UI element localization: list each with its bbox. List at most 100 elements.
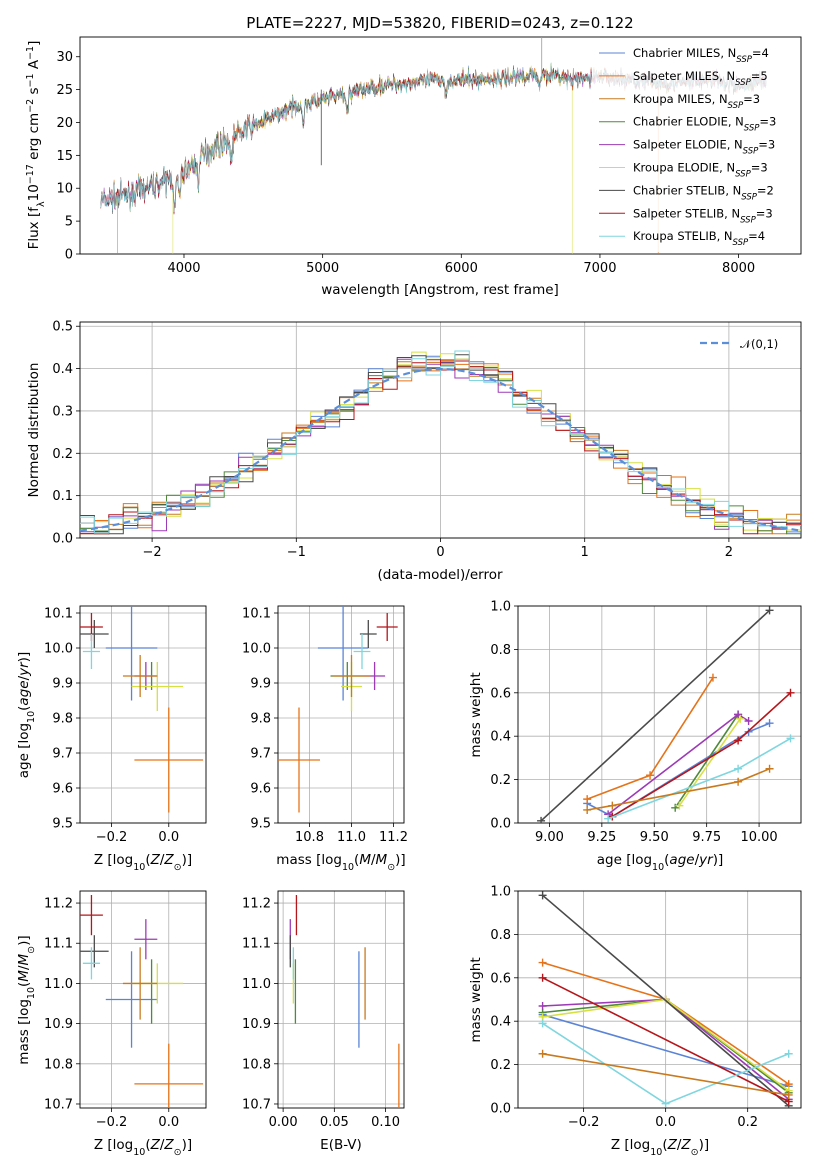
weight-vs-Z-axes: −0.2 0.0 0.2 0.0 0.2 0.4 0.6 0.8 1.0 Z [log10(Z/Z… [468, 885, 802, 1158]
mass-vs-Z-axes: −0.2 0.0 10.7 10.8 10.9 11.0 11.1 11.2 Z [log10(… [16, 890, 207, 1158]
y-tick-label: 11.0 [242, 977, 271, 992]
weight-marker [671, 803, 680, 812]
weight-marker [646, 771, 655, 780]
y-tick-label: 11.2 [44, 897, 73, 912]
age-vs-Z-axes: −0.2 0.0 9.5 9.6 9.7 9.8 9.9 10.0 10.1 Z [log10(Z… [16, 605, 207, 873]
normal-reference-curve [80, 367, 799, 532]
y-tick-label: 10.0 [242, 642, 271, 657]
legend-label: Chabrier STELIB, NSSP=2 [633, 183, 774, 202]
mass-vs-Z-plot [80, 895, 204, 1108]
x-tick-label: 8000 [722, 261, 755, 276]
weight-marker [765, 606, 774, 615]
weight-marker [538, 973, 547, 982]
y-tick-label: 0.2 [490, 773, 511, 788]
figure-title: PLATE=2227, MJD=53820, FIBERID=0243, z=0… [246, 14, 633, 32]
weight-marker [734, 710, 743, 719]
x-axis-label: Z [log10(Z/Z⊙)] [94, 852, 192, 873]
weight-marker [538, 1002, 547, 1011]
x-axis-label: Z [log10(Z/Z⊙)] [94, 1137, 192, 1158]
y-tick-label: 9.6 [52, 782, 73, 797]
weight-marker [734, 736, 743, 745]
x-tick-label: 11.2 [379, 830, 408, 845]
y-tick-label: 10.1 [44, 607, 73, 622]
weight-marker [786, 734, 795, 743]
x-tick-label: 0.0 [655, 1115, 676, 1130]
y-tick-label: 0 [65, 248, 73, 263]
x-tick-label: 0 [436, 545, 444, 560]
legend-label: Kroupa STELIB, NSSP=4 [633, 229, 765, 248]
y-tick-label: 30 [56, 50, 73, 65]
x-tick-label: 11.0 [337, 830, 366, 845]
x-tick-label: 2 [725, 545, 733, 560]
weight-vs-age-axes: 9.00 9.25 9.50 9.75 10.00 0.0 0.2 0.4 0.6 0.8 1.0 a… [468, 600, 802, 873]
spectrum-line [100, 67, 659, 254]
weight-marker [784, 1090, 793, 1099]
y-tick-label: 9.9 [250, 677, 271, 692]
weight-marker [765, 764, 774, 773]
x-tick-label: 0.0 [158, 1115, 179, 1130]
y-tick-label: 10.1 [242, 607, 271, 622]
y-axis-label: mass [log10(M/M⊙)] [16, 935, 37, 1064]
y-tick-label: 10.7 [242, 1097, 271, 1112]
x-tick-label: 9.75 [692, 830, 721, 845]
weight-line [542, 1013, 789, 1088]
x-axis-label: age [log10(age/yr)] [597, 852, 723, 873]
x-axis-label: (data-model)/error [377, 567, 503, 583]
weight-marker [608, 801, 617, 810]
y-tick-label: 0.6 [490, 971, 511, 986]
y-tick-label: 9.8 [250, 712, 271, 727]
x-axis-label: wavelength [Angstrom, rest frame] [321, 282, 559, 298]
weight-vs-Z-plot [538, 891, 793, 1108]
y-tick-label: 0.1 [52, 489, 73, 504]
age-vs-mass-axes: 10.8 11.0 11.2 9.5 9.6 9.7 9.8 9.9 10.0 10.1 mass … [242, 605, 408, 873]
y-tick-label: 9.7 [250, 747, 271, 762]
x-tick-label: 7000 [583, 261, 616, 276]
y-axis-label: Normed distribution [26, 363, 42, 498]
x-axis-label: Z [log10(Z/Z⊙)] [611, 1137, 709, 1158]
y-tick-label: 1.0 [490, 600, 511, 615]
axes-frame [277, 605, 405, 824]
y-tick-label: 25 [56, 83, 73, 98]
axes-frame [79, 890, 207, 1109]
y-tick-label: 10.8 [242, 1057, 271, 1072]
y-tick-label: 0.4 [52, 362, 73, 377]
y-tick-label: 10 [56, 182, 73, 197]
legend-label: 𝒩(0,1) [740, 337, 778, 351]
x-axis-label: mass [log10(M/M⊙)] [276, 852, 405, 873]
y-tick-label: 0.6 [490, 686, 511, 701]
legend-label: Chabrier MILES, NSSP=4 [633, 46, 769, 65]
x-tick-label: 10.8 [295, 830, 324, 845]
weight-marker [661, 1099, 670, 1108]
y-tick-label: 0.8 [490, 928, 511, 943]
legend-label: Chabrier ELODIE, NSSP=3 [633, 115, 776, 134]
y-axis-label: mass weight [468, 957, 484, 1042]
x-tick-label: 0.05 [320, 1115, 349, 1130]
legend-label: Salpeter ELODIE, NSSP=3 [633, 138, 775, 157]
age-vs-mass-plot [278, 606, 398, 813]
legend-box [592, 42, 797, 252]
residuals-axes: −2 −1 0 1 2 0.0 0.1 0.2 0.3 0.4 0.5 (data-model)/er… [26, 320, 802, 583]
x-tick-label: −1 [287, 545, 306, 560]
weight-marker [604, 814, 613, 823]
y-tick-label: 9.5 [52, 817, 73, 832]
axes-frame [517, 605, 802, 824]
y-tick-label: 0.0 [490, 817, 511, 832]
y-tick-label: 9.5 [250, 817, 271, 832]
weight-marker [583, 805, 592, 814]
y-tick-label: 0.3 [52, 404, 73, 419]
x-axis-label: E(B-V) [320, 1137, 362, 1153]
y-tick-label: 10.7 [44, 1097, 73, 1112]
spectrum-legend: Chabrier MILES, NSSP=4 Salpeter MILES, NS… [592, 42, 797, 252]
y-tick-label: 10.0 [44, 642, 73, 657]
weight-marker [675, 801, 684, 810]
x-tick-label: 1 [581, 545, 589, 560]
y-tick-label: 10.9 [242, 1017, 271, 1032]
weight-marker [734, 764, 743, 773]
weight-marker [786, 688, 795, 697]
x-tick-label: 9.50 [640, 830, 669, 845]
legend-label: Salpeter STELIB, NSSP=3 [633, 206, 773, 225]
y-tick-label: 10.9 [44, 1017, 73, 1032]
histogram-series [80, 350, 801, 534]
x-tick-label: 6000 [445, 261, 478, 276]
weight-marker [538, 1019, 547, 1028]
